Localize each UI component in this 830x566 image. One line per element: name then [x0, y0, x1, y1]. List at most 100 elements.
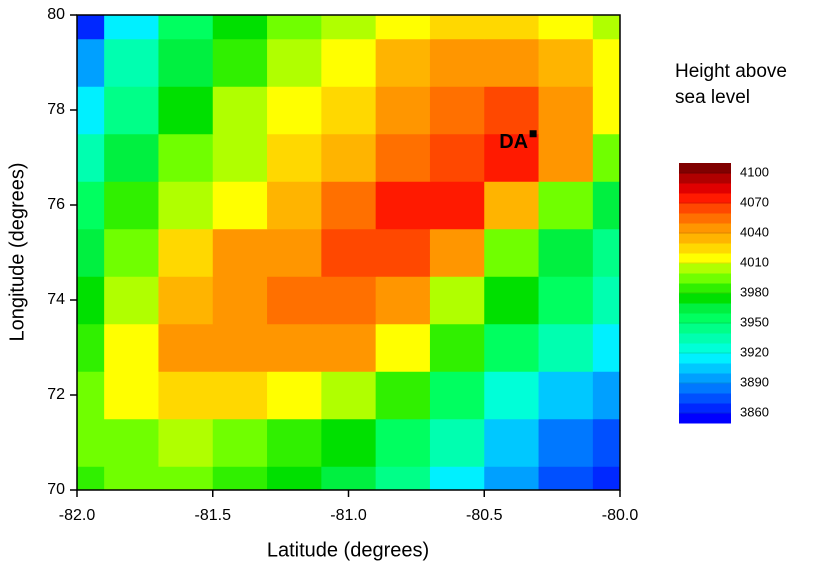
contour-cell — [592, 15, 621, 40]
colorbar-band — [679, 203, 731, 214]
contour-cell — [77, 371, 105, 420]
contour-cell — [77, 323, 105, 372]
contour-cell — [212, 15, 268, 40]
contour-cell — [429, 38, 485, 87]
contour-cell — [104, 86, 159, 135]
contour-cell — [592, 38, 621, 87]
contour-cell — [375, 323, 431, 372]
colorbar-band — [679, 303, 731, 314]
contour-cell — [538, 133, 594, 182]
annotation-marker — [529, 130, 537, 138]
contour-cell — [77, 418, 105, 467]
x-tick-label: -81.5 — [195, 507, 232, 524]
contour-cell — [212, 418, 268, 467]
contour-cell — [375, 276, 431, 325]
contour-cell — [77, 86, 105, 135]
y-axis-title: Longitude (degrees) — [6, 162, 28, 341]
contour-cell — [429, 228, 485, 277]
contour-cell — [538, 15, 594, 40]
contour-cell — [104, 181, 159, 230]
contour-cell — [158, 133, 214, 182]
colorbar-band — [679, 163, 731, 174]
contour-cell — [375, 86, 431, 135]
colorbar-band — [679, 323, 731, 334]
colorbar-band — [679, 413, 731, 424]
contour-cell — [158, 323, 214, 372]
contour-cell — [484, 228, 540, 277]
contour-cell — [429, 371, 485, 420]
contour-cell — [429, 15, 485, 40]
y-tick-label: 72 — [47, 386, 65, 403]
contour-cell — [321, 371, 377, 420]
contour-cell — [429, 466, 485, 491]
contour-cell — [104, 38, 159, 87]
contour-cell — [484, 418, 540, 467]
y-tick-label: 80 — [47, 6, 65, 23]
contour-cell — [77, 133, 105, 182]
contour-cell — [375, 15, 431, 40]
contour-cell — [267, 15, 322, 40]
contour-cell — [484, 371, 540, 420]
contour-cell — [158, 181, 214, 230]
contour-cell — [538, 181, 594, 230]
contour-cell — [158, 276, 214, 325]
annotation-label: DA — [499, 131, 528, 153]
contour-cell — [212, 323, 268, 372]
y-tick-label: 70 — [47, 481, 65, 498]
colorbar-tick-label: 3950 — [740, 314, 769, 329]
contour-cell — [321, 86, 377, 135]
contour-cell — [212, 371, 268, 420]
colorbar-band — [679, 233, 731, 244]
contour-cell — [484, 133, 540, 182]
contour-cell — [77, 228, 105, 277]
contour-cell — [375, 38, 431, 87]
contour-cell — [104, 228, 159, 277]
contour-cell — [267, 133, 322, 182]
contour-cell — [429, 276, 485, 325]
colorbar-band — [679, 263, 731, 274]
contour-cell — [77, 181, 105, 230]
contour-cell — [104, 466, 159, 491]
contour-cell — [104, 15, 159, 40]
contour-cell — [592, 228, 621, 277]
contour-cell — [592, 181, 621, 230]
colorbar-band — [679, 193, 731, 204]
contour-cell — [538, 38, 594, 87]
colorbar-tick-label: 3890 — [740, 374, 769, 389]
contour-cell — [267, 86, 322, 135]
colorbar-band — [679, 253, 731, 264]
contour-cell — [321, 466, 377, 491]
y-tick-label: 78 — [47, 101, 65, 118]
x-axis-title: Latitude (degrees) — [267, 539, 429, 561]
contour-cell — [429, 86, 485, 135]
x-tick-label: -82.0 — [59, 507, 96, 524]
contour-cell — [212, 133, 268, 182]
contour-cell — [321, 228, 377, 277]
contour-cell — [321, 133, 377, 182]
colorbar-band — [679, 243, 731, 254]
contour-cell — [212, 228, 268, 277]
colorbar-tick-label: 3920 — [740, 344, 769, 359]
contour-cell — [592, 133, 621, 182]
contour-cell — [321, 15, 377, 40]
colorbar-band — [679, 403, 731, 414]
contour-cell — [77, 38, 105, 87]
colorbar-band — [679, 213, 731, 224]
contour-cell — [158, 371, 214, 420]
contour-cell — [321, 276, 377, 325]
contour-cell — [321, 418, 377, 467]
colorbar-band — [679, 333, 731, 344]
contour-cell — [429, 418, 485, 467]
colorbar-band — [679, 393, 731, 404]
contour-cell — [77, 15, 105, 40]
colorbar-band — [679, 353, 731, 364]
colorbar-tick-label: 4070 — [740, 194, 769, 209]
colorbar-title: Height above — [675, 61, 787, 82]
contour-cell — [375, 181, 431, 230]
contour-cell — [429, 133, 485, 182]
contour-cell — [158, 228, 214, 277]
contour-cell — [267, 38, 322, 87]
contour-cell — [212, 38, 268, 87]
contour-cell — [158, 38, 214, 87]
contour-cell — [538, 418, 594, 467]
